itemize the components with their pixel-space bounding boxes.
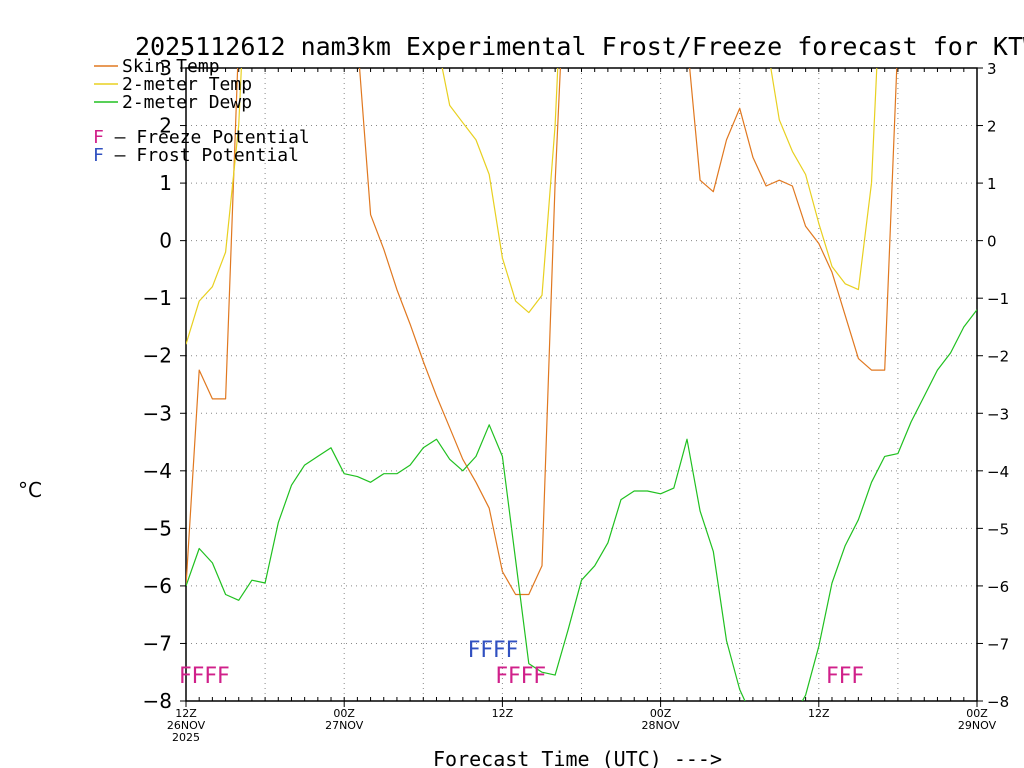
- x-tick-label: 12Z: [492, 707, 514, 720]
- y-tick-label-right: −5: [987, 520, 1009, 538]
- y-tick-label-right: −6: [987, 578, 1009, 596]
- potential-marker: FFFF: [179, 664, 230, 689]
- plot-frame: [185, 67, 978, 702]
- y-tick-label-left: −3: [143, 401, 172, 425]
- y-tick-label-right: −4: [987, 463, 1009, 481]
- grid-lines: [185, 67, 978, 702]
- potential-marker: FFFF: [468, 638, 519, 663]
- y-tick-label-left: 3: [159, 56, 172, 80]
- y-tick-label-left: −2: [143, 344, 172, 368]
- y-tick-label-right: −3: [987, 405, 1009, 423]
- x-tick-label: 00Z: [966, 707, 988, 720]
- series-line-2-meter-dewp: [186, 309, 977, 701]
- y-axis-label: °C: [18, 478, 42, 502]
- y-tick-label-left: −6: [143, 574, 172, 598]
- potential-legend-entry: F – Frost Potential: [93, 145, 299, 166]
- potential-legend-letter: F: [93, 127, 104, 148]
- potential-legend-label: – Freeze Potential: [104, 127, 310, 148]
- y-tick-label-left: −8: [143, 689, 172, 713]
- x-tick-label: 00Z: [333, 707, 355, 720]
- series-line-skin-temp: [186, 68, 898, 596]
- legend-label: 2-meter Dewp: [122, 92, 252, 113]
- legend-label: Skin Temp: [122, 56, 220, 77]
- potential-legend-entry: F – Freeze Potential: [93, 127, 310, 148]
- y-tick-label-left: 0: [159, 229, 172, 253]
- potential-marker: FFFF: [496, 664, 547, 689]
- potential-marker: FFF: [826, 664, 864, 689]
- x-tick-label: 28NOV: [641, 719, 680, 732]
- y-tick-label-left: −1: [143, 286, 172, 310]
- x-tick-label: 12Z: [175, 707, 197, 720]
- y-tick-label-right: 2: [987, 118, 997, 136]
- y-tick-label-right: −7: [987, 635, 1009, 653]
- y-tick-label-left: −7: [143, 631, 172, 655]
- y-tick-label-right: 1: [987, 175, 997, 193]
- chart-title: 2025112612 nam3km Experimental Frost/Fre…: [135, 32, 1024, 61]
- potential-legend-label: – Frost Potential: [104, 145, 299, 166]
- y-tick-label-left: 2: [159, 114, 172, 138]
- x-tick-label: 00Z: [650, 707, 672, 720]
- y-tick-label-left: −4: [143, 459, 172, 483]
- series-line-2-meter-temp: [186, 68, 878, 345]
- y-tick-label-left: 1: [159, 171, 172, 195]
- axes: −8 −8 −7 −7 −6 −6 −5 −5 −4 −4 −3 −3 −2 −2 −1 −1 0 0 1 1 2 2 3 3…: [143, 56, 1010, 744]
- x-axis-label: Forecast Time (UTC) --->: [433, 747, 722, 768]
- x-tick-label: 27NOV: [325, 719, 364, 732]
- legend-label: 2-meter Temp: [122, 74, 252, 95]
- y-tick-label-right: −2: [987, 348, 1009, 366]
- series-group: [186, 68, 977, 701]
- x-tick-label: 12Z: [808, 707, 830, 720]
- y-tick-label-right: −8: [987, 693, 1009, 711]
- x-tick-label: 29NOV: [958, 719, 997, 732]
- x-tick-label: 2025: [172, 731, 200, 744]
- y-tick-label-right: −1: [987, 290, 1009, 308]
- y-tick-label-right: 3: [987, 60, 997, 78]
- y-tick-label-right: 0: [987, 233, 997, 251]
- x-tick-label: 26NOV: [167, 719, 206, 732]
- y-tick-label-left: −5: [143, 516, 172, 540]
- potential-legend-letter: F: [93, 145, 104, 166]
